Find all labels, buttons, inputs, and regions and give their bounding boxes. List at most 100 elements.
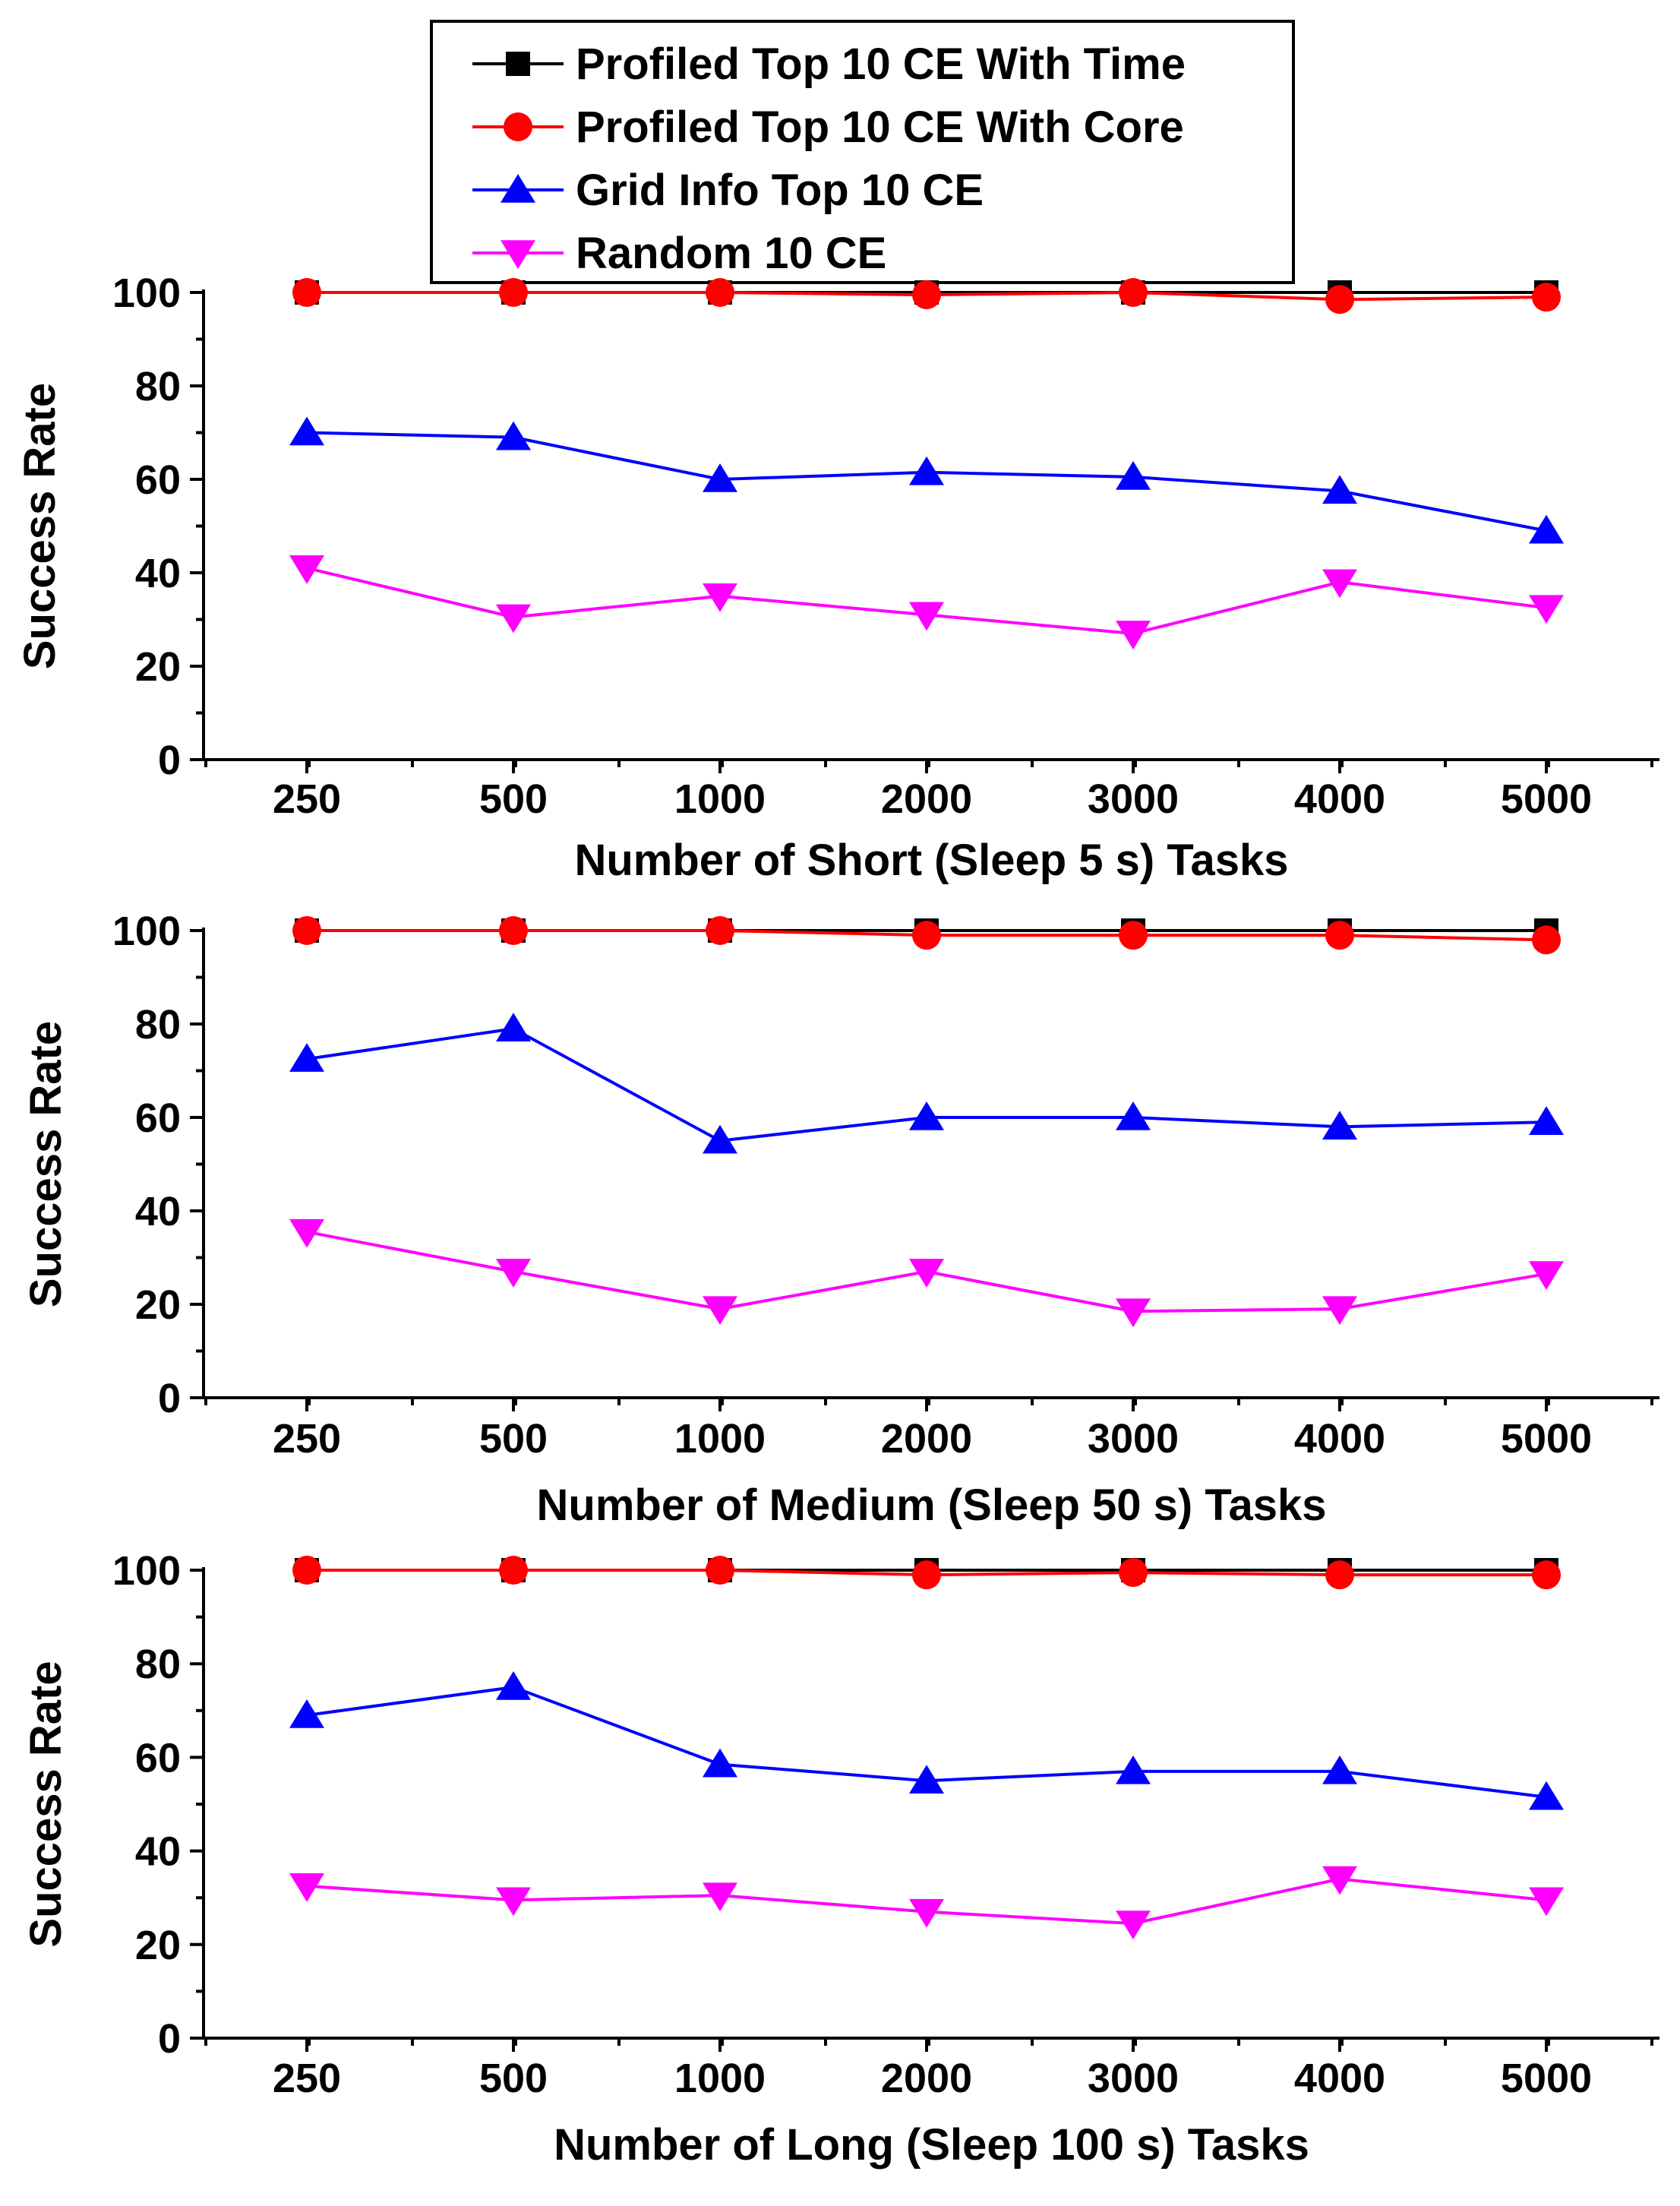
y-tick-label: 60 [135, 1095, 181, 1141]
y-tick-label: 20 [135, 1923, 181, 1968]
legend-marker-triangle-up [501, 174, 535, 203]
x-tick-label: 4000 [1294, 2056, 1385, 2101]
data-point-grid [1529, 1781, 1564, 1810]
data-point-grid [496, 1013, 531, 1041]
y-tick-label: 0 [158, 738, 181, 783]
data-point-grid [703, 1124, 737, 1154]
data-point-random [1529, 1261, 1564, 1291]
data-point-grid [289, 416, 324, 446]
y-axis-title: Success Rate [21, 1661, 71, 1947]
x-tick-label: 2000 [881, 1416, 972, 1462]
data-point-random [1529, 595, 1564, 624]
data-point-grid [1116, 1755, 1151, 1784]
series-grid [289, 1013, 1564, 1154]
legend-entry-time: Profiled Top 10 CE With Time [472, 40, 1186, 89]
x-tick-label: 3000 [1088, 2056, 1179, 2101]
x-tick-label: 1000 [674, 1416, 766, 1462]
x-tick-label: 4000 [1294, 776, 1385, 822]
series-grid [289, 1671, 1564, 1810]
data-point-grid [289, 1699, 324, 1728]
x-axis-title: Number of Short (Sleep 5 s) Tasks [574, 836, 1288, 885]
x-tick-label: 4000 [1294, 1416, 1385, 1462]
data-point-core [706, 1556, 734, 1585]
data-point-grid [1322, 475, 1357, 504]
legend: Profiled Top 10 CE With Time Profiled To… [430, 20, 1295, 284]
y-tick-label: 80 [135, 1642, 181, 1687]
x-tick-label: 250 [273, 2056, 341, 2101]
data-point-random [909, 1898, 944, 1928]
data-point-random [496, 1259, 531, 1288]
data-point-grid [1116, 1101, 1151, 1130]
series-core [292, 916, 1561, 955]
data-point-core [912, 921, 941, 950]
x-tick-label: 1000 [674, 2056, 766, 2101]
legend-marker-square [506, 52, 530, 76]
y-tick-label: 40 [135, 1189, 181, 1234]
x-tick-label: 250 [273, 776, 341, 822]
data-point-core [499, 278, 528, 307]
data-point-grid [1529, 514, 1564, 544]
y-tick-label: 0 [158, 2016, 181, 2062]
data-point-core [1532, 283, 1561, 312]
x-tick-label: 500 [479, 776, 548, 822]
data-point-random [703, 583, 737, 612]
chart-panel-long: 0 20 40 60 80 100 250 500 1000 2000 3000 4000 5000 Nu… [21, 1548, 1659, 2170]
legend-label-time: Profiled Top 10 CE With Time [576, 40, 1186, 89]
chart-panel-short: 0 20 40 60 80 100 250 500 1000 2000 3000 4000 5000 Nu… [15, 270, 1659, 885]
data-point-core [1119, 921, 1148, 950]
y-tick-label: 60 [135, 457, 181, 503]
data-point-grid [289, 1043, 324, 1072]
y-tick-label: 40 [135, 551, 181, 596]
data-point-core [1325, 921, 1354, 950]
y-tick-label: 60 [135, 1735, 181, 1781]
data-point-random [1322, 1866, 1357, 1895]
data-point-grid [909, 456, 944, 485]
legend-label-grid: Grid Info Top 10 CE [576, 166, 984, 215]
x-tick-label: 500 [479, 1416, 548, 1462]
data-point-random [1322, 569, 1357, 599]
y-tick-label: 40 [135, 1829, 181, 1875]
chart-panel-medium: 0 20 40 60 80 100 250 500 1000 2000 3000 4000 5000 Nu… [21, 909, 1659, 1530]
data-point-core [1119, 1558, 1148, 1588]
legend-entry-grid: Grid Info Top 10 CE [472, 166, 984, 215]
legend-marker-circle [504, 112, 532, 141]
x-tick-label: 5000 [1501, 1416, 1592, 1462]
y-tick-label: 0 [158, 1376, 181, 1421]
legend-label-random: Random 10 CE [576, 229, 886, 278]
data-point-core [912, 1560, 941, 1590]
data-point-core [499, 1556, 528, 1585]
data-point-random [1116, 621, 1151, 649]
data-point-grid [1322, 1111, 1357, 1140]
legend-entry-random: Random 10 CE [472, 229, 886, 278]
data-point-random [1529, 1887, 1564, 1917]
series-random [289, 1866, 1564, 1940]
data-point-grid [703, 463, 737, 492]
series-random [289, 1218, 1564, 1328]
data-point-core [912, 280, 941, 310]
legend-entry-core: Profiled Top 10 CE With Core [472, 103, 1184, 152]
data-point-grid [909, 1101, 944, 1130]
legend-marker-circle [504, 112, 532, 141]
series-random [289, 555, 1564, 649]
data-point-core [1532, 1560, 1561, 1590]
data-point-core [1532, 925, 1561, 955]
y-tick-label: 80 [135, 1002, 181, 1048]
data-point-core [1325, 285, 1354, 314]
x-tick-label: 500 [479, 2056, 548, 2101]
data-point-grid [703, 1748, 737, 1778]
data-point-random [1116, 1298, 1151, 1328]
x-axis-title: Number of Medium (Sleep 50 s) Tasks [537, 1481, 1327, 1530]
x-tick-label: 250 [273, 1416, 341, 1462]
data-point-core [292, 278, 321, 307]
data-point-random [1116, 1910, 1151, 1940]
data-point-random [909, 1259, 944, 1288]
data-point-grid [1322, 1755, 1357, 1784]
data-point-random [496, 1887, 531, 1917]
legend-marker-triangle-up [501, 174, 535, 203]
data-point-random [1322, 1296, 1357, 1326]
y-tick-label: 100 [112, 909, 181, 954]
data-point-grid [1116, 460, 1151, 490]
y-axis-title: Success Rate [15, 383, 65, 669]
